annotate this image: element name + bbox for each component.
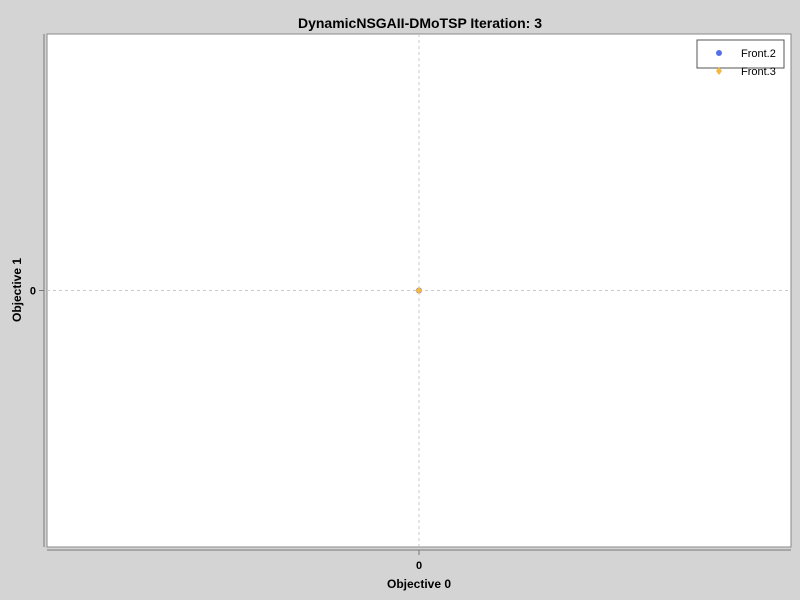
legend-marker-front-3 bbox=[716, 67, 722, 75]
x-axis-label: Objective 0 bbox=[387, 577, 451, 591]
legend-box bbox=[696, 39, 785, 69]
legend-marker-front-2 bbox=[716, 50, 722, 56]
y-tick-label: 0 bbox=[30, 286, 36, 298]
tick-labels: 00 bbox=[30, 286, 422, 573]
legend: Front.2 Front.3 bbox=[696, 39, 785, 78]
chart-title: DynamicNSGAII-DMoTSP Iteration: 3 bbox=[298, 15, 542, 31]
legend-label-front-3: Front.3 bbox=[741, 66, 776, 78]
y-axis-label: Objective 1 bbox=[10, 258, 24, 322]
data-points bbox=[415, 287, 423, 294]
legend-label-front-2: Front.2 bbox=[741, 48, 776, 60]
data-point-front-3 bbox=[415, 287, 423, 294]
x-tick-label: 0 bbox=[416, 560, 422, 572]
